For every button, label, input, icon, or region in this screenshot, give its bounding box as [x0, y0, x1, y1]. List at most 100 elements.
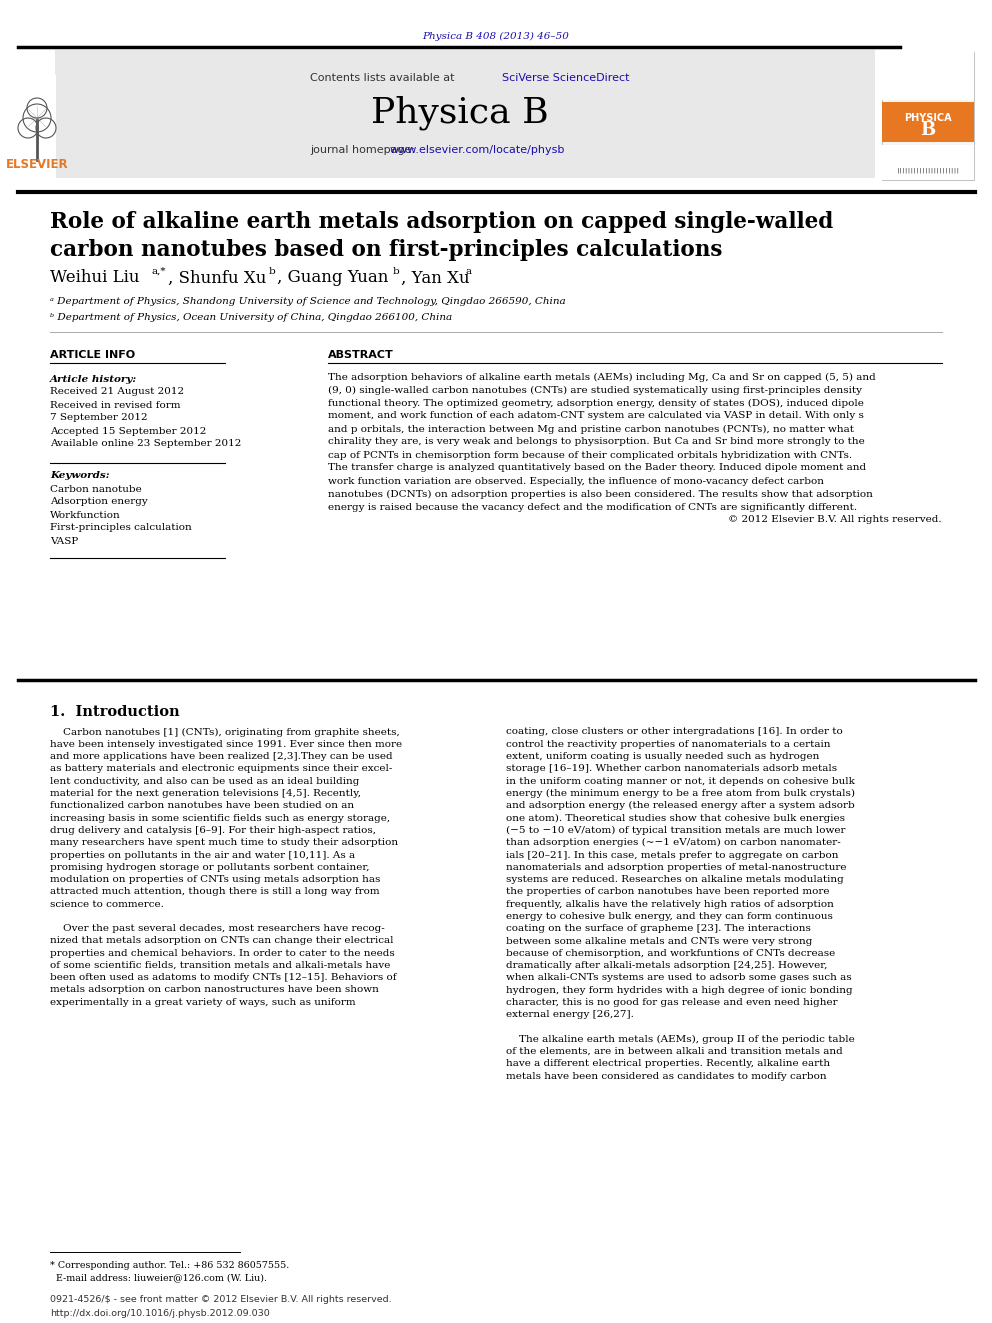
Text: in the uniform coating manner or not, it depends on cohesive bulk: in the uniform coating manner or not, it… — [506, 777, 855, 786]
Text: ᵇ Department of Physics, Ocean University of China, Qingdao 266100, China: ᵇ Department of Physics, Ocean Universit… — [50, 314, 452, 323]
Text: Received in revised form: Received in revised form — [50, 401, 181, 410]
Text: external energy [26,27].: external energy [26,27]. — [506, 1011, 634, 1020]
Text: increasing basis in some scientific fields such as energy storage,: increasing basis in some scientific fiel… — [50, 814, 390, 823]
Text: Carbon nanotubes [1] (CNTs), originating from graphite sheets,: Carbon nanotubes [1] (CNTs), originating… — [50, 728, 400, 737]
Text: been often used as adatoms to modify CNTs [12–15]. Behaviors of: been often used as adatoms to modify CNT… — [50, 974, 397, 982]
Text: © 2012 Elsevier B.V. All rights reserved.: © 2012 Elsevier B.V. All rights reserved… — [728, 516, 942, 524]
Text: Physica B: Physica B — [371, 95, 549, 130]
Text: energy is raised because the vacancy defect and the modification of CNTs are sig: energy is raised because the vacancy def… — [328, 503, 857, 512]
Text: storage [16–19]. Whether carbon nanomaterials adsorb metals: storage [16–19]. Whether carbon nanomate… — [506, 765, 837, 774]
Text: hydrogen, they form hydrides with a high degree of ionic bonding: hydrogen, they form hydrides with a high… — [506, 986, 853, 995]
Text: functionalized carbon nanotubes have been studied on an: functionalized carbon nanotubes have bee… — [50, 802, 354, 810]
Text: have a different electrical properties. Recently, alkaline earth: have a different electrical properties. … — [506, 1060, 830, 1068]
Text: ELSEVIER: ELSEVIER — [6, 159, 68, 172]
Text: First-principles calculation: First-principles calculation — [50, 524, 191, 532]
Text: Carbon nanotube: Carbon nanotube — [50, 484, 142, 493]
Text: , Yan Xu: , Yan Xu — [401, 270, 469, 287]
Text: , Guang Yuan: , Guang Yuan — [277, 270, 389, 287]
Text: nanotubes (DCNTs) on adsorption properties is also been considered. The results : nanotubes (DCNTs) on adsorption properti… — [328, 490, 873, 499]
Text: carbon nanotubes based on first-principles calculations: carbon nanotubes based on first-principl… — [50, 239, 722, 261]
Text: and more applications have been realized [2,3].They can be used: and more applications have been realized… — [50, 751, 393, 761]
Text: The transfer charge is analyzed quantitatively based on the Bader theory. Induce: The transfer charge is analyzed quantita… — [328, 463, 866, 472]
Text: PHYSICA: PHYSICA — [904, 112, 951, 123]
Text: journal homepage:: journal homepage: — [310, 146, 419, 155]
Text: as battery materials and electronic equipments since their excel-: as battery materials and electronic equi… — [50, 765, 393, 774]
Text: work function variation are observed. Especially, the influence of mono-vacancy : work function variation are observed. Es… — [328, 476, 824, 486]
Text: than adsorption energies (~−1 eV/atom) on carbon nanomater-: than adsorption energies (~−1 eV/atom) o… — [506, 839, 841, 847]
Text: frequently, alkalis have the relatively high ratios of adsorption: frequently, alkalis have the relatively … — [506, 900, 834, 909]
Text: www.elsevier.com/locate/physb: www.elsevier.com/locate/physb — [390, 146, 565, 155]
Text: Workfunction: Workfunction — [50, 511, 121, 520]
Text: Received 21 August 2012: Received 21 August 2012 — [50, 388, 185, 397]
Text: cap of PCNTs in chemisorption form because of their complicated orbitals hybridi: cap of PCNTs in chemisorption form becau… — [328, 451, 852, 459]
Text: E-mail address: liuweier@126.com (W. Liu).: E-mail address: liuweier@126.com (W. Liu… — [50, 1274, 267, 1282]
Text: Keywords:: Keywords: — [50, 471, 110, 479]
Text: systems are reduced. Researches on alkaline metals modulating: systems are reduced. Researches on alkal… — [506, 875, 844, 884]
Text: ||||||||||||||||||||||: |||||||||||||||||||||| — [897, 167, 959, 173]
Text: between some alkaline metals and CNTs were very strong: between some alkaline metals and CNTs we… — [506, 937, 812, 946]
Bar — [882, 146, 974, 180]
Text: SciVerse ScienceDirect: SciVerse ScienceDirect — [502, 73, 630, 83]
Text: Over the past several decades, most researchers have recog-: Over the past several decades, most rese… — [50, 923, 385, 933]
Text: The adsorption behaviors of alkaline earth metals (AEMs) including Mg, Ca and Sr: The adsorption behaviors of alkaline ear… — [328, 373, 876, 381]
Text: ABSTRACT: ABSTRACT — [328, 351, 394, 360]
Text: moment, and work function of each adatom-CNT system are calculated via VASP in d: moment, and work function of each adatom… — [328, 411, 864, 421]
Bar — [882, 52, 974, 101]
Text: Accepted 15 September 2012: Accepted 15 September 2012 — [50, 426, 206, 435]
Text: extent, uniform coating is usually needed such as hydrogen: extent, uniform coating is usually neede… — [506, 751, 819, 761]
Text: a: a — [466, 266, 472, 275]
Text: metals adsorption on carbon nanostructures have been shown: metals adsorption on carbon nanostructur… — [50, 986, 379, 995]
Text: material for the next generation televisions [4,5]. Recently,: material for the next generation televis… — [50, 789, 361, 798]
Text: b: b — [269, 266, 276, 275]
Text: (−5 to −10 eV/atom) of typical transition metals are much lower: (−5 to −10 eV/atom) of typical transitio… — [506, 826, 845, 835]
Text: attracted much attention, though there is still a long way from: attracted much attention, though there i… — [50, 888, 380, 897]
Text: http://dx.doi.org/10.1016/j.physb.2012.09.030: http://dx.doi.org/10.1016/j.physb.2012.0… — [50, 1308, 270, 1318]
Text: dramatically after alkali-metals adsorption [24,25]. However,: dramatically after alkali-metals adsorpt… — [506, 962, 827, 970]
Text: * Corresponding author. Tel.: +86 532 86057555.: * Corresponding author. Tel.: +86 532 86… — [50, 1261, 290, 1270]
Text: coating on the surface of grapheme [23]. The interactions: coating on the surface of grapheme [23].… — [506, 925, 810, 933]
Text: 1.  Introduction: 1. Introduction — [50, 705, 180, 718]
Text: , Shunfu Xu: , Shunfu Xu — [168, 270, 267, 287]
Text: properties and chemical behaviors. In order to cater to the needs: properties and chemical behaviors. In or… — [50, 949, 395, 958]
Text: B: B — [921, 120, 935, 139]
Text: and p orbitals, the interaction between Mg and pristine carbon nanotubes (PCNTs): and p orbitals, the interaction between … — [328, 425, 854, 434]
Text: Physica B 408 (2013) 46–50: Physica B 408 (2013) 46–50 — [423, 32, 569, 41]
Text: modulation on properties of CNTs using metals adsorption has: modulation on properties of CNTs using m… — [50, 875, 380, 884]
Text: experimentally in a great variety of ways, such as uniform: experimentally in a great variety of way… — [50, 998, 355, 1007]
Text: (9, 0) single-walled carbon nanotubes (CNTs) are studied systematically using fi: (9, 0) single-walled carbon nanotubes (C… — [328, 385, 862, 394]
Text: coating, close clusters or other intergradations [16]. In order to: coating, close clusters or other intergr… — [506, 728, 843, 737]
Text: of some scientific fields, transition metals and alkali-metals have: of some scientific fields, transition me… — [50, 960, 391, 970]
Text: properties on pollutants in the air and water [10,11]. As a: properties on pollutants in the air and … — [50, 851, 355, 860]
Text: Available online 23 September 2012: Available online 23 September 2012 — [50, 439, 241, 448]
Text: The alkaline earth metals (AEMs), group II of the periodic table: The alkaline earth metals (AEMs), group … — [506, 1035, 855, 1044]
Text: ials [20–21]. In this case, metals prefer to aggregate on carbon: ials [20–21]. In this case, metals prefe… — [506, 851, 838, 860]
Bar — [882, 102, 974, 142]
Text: many researchers have spent much time to study their adsorption: many researchers have spent much time to… — [50, 839, 398, 847]
Bar — [882, 52, 974, 180]
Text: a,*: a,* — [152, 266, 167, 275]
Text: 0921-4526/$ - see front matter © 2012 Elsevier B.V. All rights reserved.: 0921-4526/$ - see front matter © 2012 El… — [50, 1295, 392, 1304]
Text: metals have been considered as candidates to modify carbon: metals have been considered as candidate… — [506, 1072, 826, 1081]
Text: ARTICLE INFO: ARTICLE INFO — [50, 351, 135, 360]
Text: the properties of carbon nanotubes have been reported more: the properties of carbon nanotubes have … — [506, 888, 829, 897]
Text: chirality they are, is very weak and belongs to physisorption. But Ca and Sr bin: chirality they are, is very weak and bel… — [328, 438, 865, 446]
Text: because of chemisorption, and workfuntions of CNTs decrease: because of chemisorption, and workfuntio… — [506, 949, 835, 958]
Bar — [55, 50, 875, 179]
Text: energy to cohesive bulk energy, and they can form continuous: energy to cohesive bulk energy, and they… — [506, 912, 833, 921]
Text: ᵃ Department of Physics, Shandong University of Science and Technology, Qingdao : ᵃ Department of Physics, Shandong Univer… — [50, 298, 565, 307]
Text: 7 September 2012: 7 September 2012 — [50, 414, 148, 422]
Text: control the reactivity properties of nanomaterials to a certain: control the reactivity properties of nan… — [506, 740, 830, 749]
Text: Contents lists available at: Contents lists available at — [310, 73, 458, 83]
Text: VASP: VASP — [50, 537, 78, 545]
Text: Role of alkaline earth metals adsorption on capped single-walled: Role of alkaline earth metals adsorption… — [50, 210, 833, 233]
Text: and adsorption energy (the released energy after a system adsorb: and adsorption energy (the released ener… — [506, 802, 855, 811]
Text: Article history:: Article history: — [50, 374, 137, 384]
Text: when alkali-CNTs systems are used to adsorb some gases such as: when alkali-CNTs systems are used to ads… — [506, 974, 851, 983]
Text: have been intensely investigated since 1991. Ever since then more: have been intensely investigated since 1… — [50, 740, 402, 749]
Text: character, this is no good for gas release and even need higher: character, this is no good for gas relea… — [506, 998, 837, 1007]
Text: Weihui Liu: Weihui Liu — [50, 270, 140, 287]
Text: Adsorption energy: Adsorption energy — [50, 497, 148, 507]
Bar — [18, 75, 56, 180]
Text: energy (the minimum energy to be a free atom from bulk crystals): energy (the minimum energy to be a free … — [506, 789, 855, 798]
Text: drug delivery and catalysis [6–9]. For their high-aspect ratios,: drug delivery and catalysis [6–9]. For t… — [50, 826, 376, 835]
